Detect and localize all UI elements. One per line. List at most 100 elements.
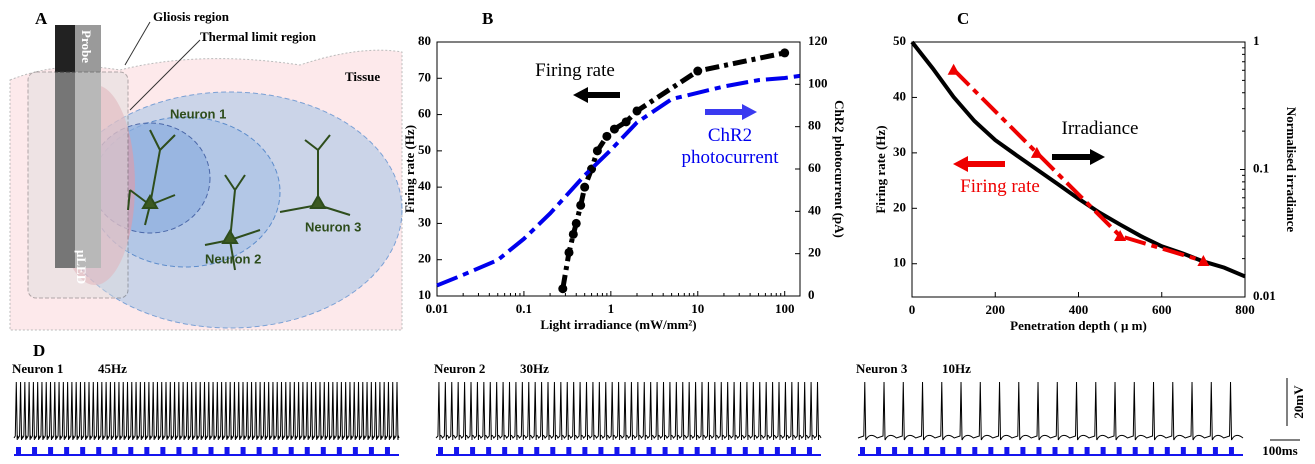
- label: Neuron 2: [205, 251, 261, 266]
- light-pulse: [384, 447, 390, 455]
- series-label: Irradiance: [1061, 118, 1139, 139]
- light-pulse: [630, 447, 636, 455]
- probe-dark: [55, 25, 75, 268]
- light-pulse: [534, 447, 540, 455]
- x-tick-label: 400: [1069, 302, 1089, 317]
- panel-letter: B: [482, 9, 493, 28]
- x-tick-label: 800: [1235, 302, 1255, 317]
- light-pulse: [368, 447, 374, 455]
- panel-letter: D: [33, 341, 45, 360]
- y2-tick-label: 0.01: [1253, 288, 1276, 303]
- trace-rate: 30Hz: [520, 361, 549, 376]
- light-pulse: [1116, 447, 1122, 455]
- light-pulse: [1004, 447, 1010, 455]
- light-pulse: [112, 447, 118, 455]
- marker: [564, 247, 574, 257]
- y2-axis-title: Normalised irradiance: [1284, 107, 1299, 233]
- trace-name: Neuron 2: [434, 361, 485, 376]
- x-tick-label: 1: [608, 301, 615, 316]
- light-pulse: [1180, 447, 1186, 455]
- light-pulse: [470, 447, 476, 455]
- y2-tick-label: 20: [808, 245, 821, 260]
- marker: [780, 48, 790, 58]
- light-pulse: [1020, 447, 1026, 455]
- annotation-box: Firing rate: [535, 60, 615, 81]
- light-pulse: [908, 447, 914, 455]
- marker: [568, 229, 578, 239]
- label: Tissue: [345, 69, 380, 84]
- light-pulse: [1052, 447, 1058, 455]
- spike-trace: [13, 381, 400, 441]
- light-pulse: [486, 447, 492, 455]
- light-pulse: [32, 447, 38, 455]
- light-pulse: [956, 447, 962, 455]
- arrow: [953, 156, 1005, 172]
- y-tick-label: 60: [418, 106, 431, 121]
- x-tick-label: 0.01: [426, 301, 449, 316]
- neurons: [127, 129, 351, 271]
- marker: [576, 200, 586, 210]
- spike-trace: [435, 381, 822, 441]
- trace-name: Neuron 3: [856, 361, 908, 376]
- annotation-arrows: [573, 87, 1105, 172]
- x-tick-label: 100: [775, 301, 795, 316]
- light-pulse: [806, 447, 812, 455]
- label: Probe: [79, 30, 94, 63]
- label: Neuron 3: [305, 219, 361, 234]
- series-label: Firing rate: [535, 60, 615, 81]
- marker: [621, 117, 631, 127]
- x-axis-title: Light irradiance (mW/mm²): [540, 317, 696, 332]
- light-pulse: [876, 447, 882, 455]
- y-tick-label: 20: [418, 251, 431, 266]
- light-pulse: [16, 447, 21, 455]
- leader: [124, 21, 151, 66]
- label: Thermal limit region: [200, 29, 317, 44]
- spike-trace: [857, 381, 1244, 441]
- y2-tick-label: 0.1: [1253, 160, 1269, 175]
- marker: [558, 284, 568, 294]
- arrow: [1052, 149, 1105, 165]
- marker: [602, 131, 612, 141]
- light-pulse: [566, 447, 572, 455]
- light-pulse: [208, 447, 214, 455]
- annotation-box: Irradiance: [1061, 118, 1139, 139]
- light-pulse: [972, 447, 978, 455]
- light-pulse: [64, 447, 70, 455]
- light-pulse: [582, 447, 588, 455]
- panel-a: A Gliosis region Thermal limit region Pr…: [9, 9, 403, 331]
- light-pulse: [892, 447, 898, 455]
- light-pulse: [80, 447, 86, 455]
- light-pulse: [860, 447, 865, 455]
- arrow: [705, 104, 757, 120]
- light-pulse: [662, 447, 668, 455]
- light-pulse: [256, 447, 262, 455]
- marker: [1197, 254, 1210, 266]
- y2-tick-label: 0: [808, 287, 815, 302]
- light-pulse: [320, 447, 326, 455]
- arrow: [573, 87, 620, 103]
- y2-axis-title: ChR2 photocurrent (pA): [832, 100, 847, 238]
- light-pulse: [550, 447, 556, 455]
- series-line: [436, 73, 801, 288]
- y-tick-label: 80: [418, 33, 431, 48]
- y-tick-label: 10: [418, 287, 431, 302]
- light-pulse: [240, 447, 246, 455]
- label: Gliosis region: [153, 9, 230, 24]
- light-pulse: [726, 447, 732, 455]
- light-pulse: [304, 447, 310, 455]
- light-pulse: [48, 447, 54, 455]
- y-tick-label: 40: [418, 178, 431, 193]
- x-axis-title: Penetration depth ( μ m): [1010, 318, 1147, 333]
- marker: [632, 106, 642, 116]
- y-tick-label: 70: [418, 69, 431, 84]
- y-tick-label: 20: [893, 199, 906, 214]
- light-pulse: [1132, 447, 1138, 455]
- marker: [947, 63, 960, 75]
- light-pulse: [1164, 447, 1170, 455]
- light-pulse: [678, 447, 684, 455]
- x-tick-label: 600: [1152, 302, 1172, 317]
- marker: [580, 182, 590, 192]
- trace-name: Neuron 1: [12, 361, 63, 376]
- y-tick-label: 10: [893, 255, 906, 270]
